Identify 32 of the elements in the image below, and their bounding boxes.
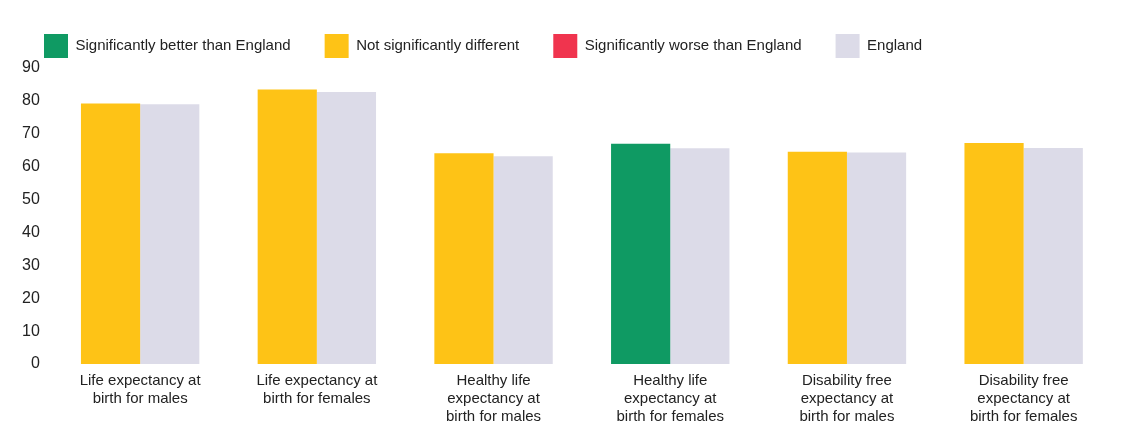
bar (493, 156, 553, 364)
bar (611, 143, 671, 364)
bar (316, 92, 377, 364)
x-tick-label: Life expectancy at birth for males (79, 371, 202, 407)
y-tick-label: 90 (22, 58, 40, 76)
bar (257, 89, 317, 364)
y-tick-label: 50 (22, 189, 40, 207)
x-tick-label: Disability free expectancy at birth for females (969, 371, 1078, 425)
bar (964, 142, 1024, 364)
y-tick-label: 20 (22, 288, 40, 306)
bar (787, 151, 847, 364)
x-tick-label: Disability free expectancy at birth for males (799, 371, 895, 425)
y-tick-label: 10 (22, 321, 40, 339)
legend-label: Significantly worse than England (584, 36, 802, 54)
x-tick-label: Healthy life expectancy at birth for females (616, 371, 725, 425)
bar (846, 152, 907, 364)
x-tick-label: Life expectancy at birth for females (256, 371, 379, 407)
legend-label: Significantly better than England (75, 36, 291, 54)
bar (1023, 147, 1083, 364)
bar (80, 103, 141, 364)
y-tick-label: 80 (22, 91, 40, 109)
x-tick-label: Healthy life expectancy at birth for males (446, 371, 542, 425)
y-tick-label: 30 (22, 255, 40, 273)
y-tick-label: 70 (22, 124, 40, 142)
bar (434, 153, 494, 364)
legend-label: England (867, 36, 923, 54)
legend-label: Not significantly different (356, 36, 521, 54)
y-tick-label: 40 (22, 222, 40, 240)
y-tick-label: 0 (30, 354, 40, 372)
bar (670, 148, 730, 364)
bar (140, 104, 200, 364)
y-tick-label: 60 (22, 157, 40, 175)
